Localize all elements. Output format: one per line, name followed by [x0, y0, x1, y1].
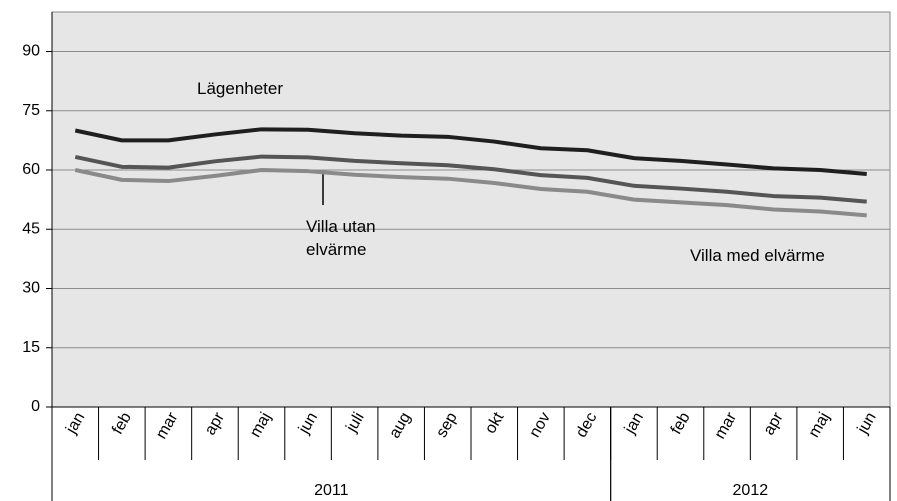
series-line [74, 127, 867, 176]
group-label: 2012 [733, 482, 769, 499]
series-line [74, 154, 867, 204]
plot-area [51, 11, 891, 408]
x-tick-label: apr [760, 409, 787, 438]
x-tick-label: jan [621, 410, 647, 438]
y-tick-label: 75 [22, 102, 40, 119]
y-tick-label: 0 [31, 398, 40, 415]
x-tick-label: nov [526, 410, 554, 441]
x-tick-label: juli [343, 410, 368, 436]
series-label: Villa utan elvärme [306, 217, 376, 259]
x-tick-label: jan [62, 410, 88, 438]
x-tick-label: dec [573, 410, 601, 441]
x-tick-label: apr [202, 409, 229, 438]
x-tick-label: jun [854, 410, 880, 438]
y-tick-label: 45 [22, 220, 40, 237]
x-tick-label: aug [386, 410, 414, 442]
group-label: 2011 [314, 482, 349, 499]
x-tick-label: jun [295, 410, 321, 438]
y-tick-label: 60 [22, 161, 40, 178]
series-label: Villa med elvärme [690, 246, 825, 265]
x-tick-label: feb [668, 410, 694, 438]
x-tick-label: maj [247, 410, 275, 441]
y-tick-label: 15 [22, 339, 40, 356]
x-tick-label: maj [806, 410, 834, 441]
x-tick-label: feb [109, 410, 135, 438]
y-tick-label: 30 [22, 280, 40, 297]
series-label: Lägenheter [197, 79, 284, 98]
x-tick-label: mar [153, 409, 182, 442]
y-tick-label: 90 [22, 43, 40, 60]
series-line [74, 168, 867, 218]
x-tick-label: sep [433, 410, 461, 441]
x-tick-label: mar [712, 409, 741, 442]
x-tick-label: okt [482, 409, 508, 436]
